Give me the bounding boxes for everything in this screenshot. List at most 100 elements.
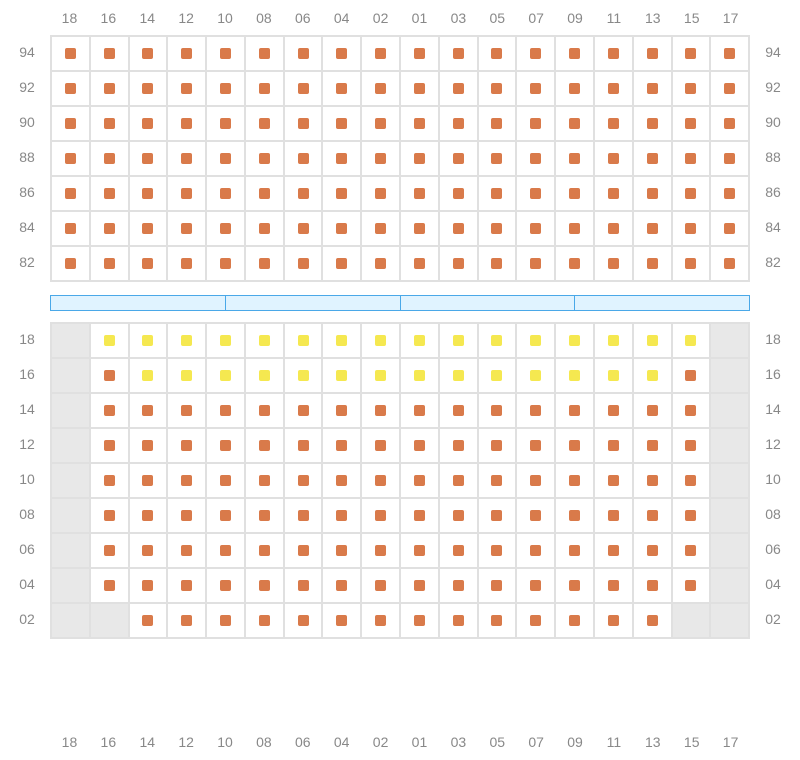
seat-cell[interactable]: [322, 176, 361, 211]
seat-cell[interactable]: [400, 358, 439, 393]
seat-cell[interactable]: [361, 428, 400, 463]
seat-cell[interactable]: [555, 141, 594, 176]
seat-cell[interactable]: [284, 323, 323, 358]
seat-cell[interactable]: [633, 498, 672, 533]
seat-cell[interactable]: [555, 106, 594, 141]
seat-cell[interactable]: [206, 498, 245, 533]
seat-cell[interactable]: [516, 211, 555, 246]
seat-cell[interactable]: [206, 463, 245, 498]
seat-cell[interactable]: [516, 463, 555, 498]
seat-cell[interactable]: [400, 211, 439, 246]
seat-cell[interactable]: [284, 358, 323, 393]
seat-cell[interactable]: [672, 358, 711, 393]
seat-cell[interactable]: [90, 568, 129, 603]
seat-cell[interactable]: [672, 71, 711, 106]
seat-cell[interactable]: [400, 323, 439, 358]
seat-cell[interactable]: [400, 36, 439, 71]
seat-cell[interactable]: [129, 533, 168, 568]
seat-cell[interactable]: [555, 211, 594, 246]
seat-cell[interactable]: [633, 246, 672, 281]
seat-cell[interactable]: [633, 323, 672, 358]
seat-cell[interactable]: [167, 393, 206, 428]
seat-cell[interactable]: [284, 568, 323, 603]
seat-cell[interactable]: [245, 358, 284, 393]
seat-cell[interactable]: [361, 106, 400, 141]
seat-cell[interactable]: [361, 176, 400, 211]
seat-cell[interactable]: [90, 36, 129, 71]
seat-cell[interactable]: [245, 428, 284, 463]
seat-cell[interactable]: [322, 246, 361, 281]
seat-cell[interactable]: [710, 36, 749, 71]
seat-cell[interactable]: [594, 428, 633, 463]
seat-cell[interactable]: [594, 141, 633, 176]
seat-cell[interactable]: [167, 533, 206, 568]
seat-cell[interactable]: [284, 603, 323, 638]
seat-cell[interactable]: [284, 211, 323, 246]
seat-cell[interactable]: [439, 533, 478, 568]
seat-cell[interactable]: [245, 498, 284, 533]
seat-cell[interactable]: [129, 393, 168, 428]
seat-cell[interactable]: [129, 463, 168, 498]
seat-cell[interactable]: [129, 603, 168, 638]
seat-cell[interactable]: [322, 428, 361, 463]
seat-cell[interactable]: [284, 463, 323, 498]
seat-cell[interactable]: [710, 246, 749, 281]
seat-cell[interactable]: [555, 533, 594, 568]
seat-cell[interactable]: [633, 533, 672, 568]
seat-cell[interactable]: [439, 106, 478, 141]
seat-cell[interactable]: [90, 393, 129, 428]
seat-cell[interactable]: [361, 358, 400, 393]
seat-cell[interactable]: [322, 463, 361, 498]
seat-cell[interactable]: [478, 428, 517, 463]
seat-cell[interactable]: [672, 106, 711, 141]
seat-cell[interactable]: [284, 36, 323, 71]
seat-cell[interactable]: [167, 36, 206, 71]
seat-cell[interactable]: [129, 106, 168, 141]
seat-cell[interactable]: [129, 358, 168, 393]
seat-cell[interactable]: [672, 393, 711, 428]
seat-cell[interactable]: [478, 71, 517, 106]
seat-cell[interactable]: [478, 323, 517, 358]
seat-cell[interactable]: [245, 603, 284, 638]
seat-cell[interactable]: [478, 393, 517, 428]
seat-cell[interactable]: [284, 533, 323, 568]
seat-cell[interactable]: [439, 428, 478, 463]
seat-cell[interactable]: [284, 141, 323, 176]
seat-cell[interactable]: [478, 176, 517, 211]
seat-cell[interactable]: [90, 498, 129, 533]
seat-cell[interactable]: [167, 141, 206, 176]
seat-cell[interactable]: [361, 323, 400, 358]
seat-cell[interactable]: [555, 71, 594, 106]
seat-cell[interactable]: [206, 71, 245, 106]
seat-cell[interactable]: [206, 393, 245, 428]
seat-cell[interactable]: [129, 141, 168, 176]
seat-cell[interactable]: [167, 176, 206, 211]
seat-cell[interactable]: [167, 211, 206, 246]
seat-cell[interactable]: [439, 246, 478, 281]
seat-cell[interactable]: [322, 106, 361, 141]
seat-cell[interactable]: [672, 428, 711, 463]
seat-cell[interactable]: [594, 568, 633, 603]
seat-cell[interactable]: [129, 71, 168, 106]
seat-cell[interactable]: [322, 323, 361, 358]
seat-cell[interactable]: [478, 106, 517, 141]
seat-cell[interactable]: [206, 211, 245, 246]
seat-cell[interactable]: [672, 498, 711, 533]
seat-cell[interactable]: [478, 603, 517, 638]
seat-cell[interactable]: [90, 211, 129, 246]
seat-cell[interactable]: [206, 141, 245, 176]
seat-cell[interactable]: [516, 533, 555, 568]
seat-cell[interactable]: [400, 141, 439, 176]
seat-cell[interactable]: [478, 246, 517, 281]
seat-cell[interactable]: [555, 358, 594, 393]
seat-cell[interactable]: [51, 176, 90, 211]
seat-cell[interactable]: [672, 463, 711, 498]
seat-cell[interactable]: [555, 498, 594, 533]
seat-cell[interactable]: [439, 71, 478, 106]
seat-cell[interactable]: [400, 428, 439, 463]
seat-cell[interactable]: [710, 106, 749, 141]
seat-cell[interactable]: [439, 463, 478, 498]
seat-cell[interactable]: [51, 106, 90, 141]
seat-cell[interactable]: [594, 498, 633, 533]
seat-cell[interactable]: [206, 176, 245, 211]
